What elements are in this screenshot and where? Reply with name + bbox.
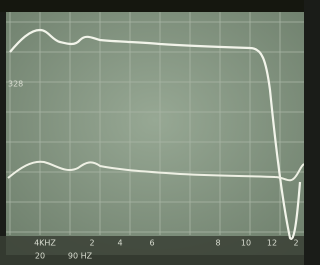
bottom-label: 90 HZ (68, 252, 93, 261)
x-label: 8 (215, 239, 220, 248)
page: {"screen": {"left_marker": "328", "x_lab… (0, 0, 304, 265)
scope-screen: 328 4KHZ 2 4 6 8 10 12 2 20 90 HZ (0, 0, 304, 265)
x-label: 12 (267, 239, 277, 248)
x-label: 6 (149, 239, 154, 248)
x-label: 2 (89, 239, 94, 248)
x-label: 2 (293, 239, 298, 248)
left-marker: 328 (8, 80, 23, 89)
bottom-label: 20 (35, 252, 45, 261)
top-bezel (0, 0, 304, 12)
x-label: 10 (241, 239, 251, 248)
display (6, 10, 304, 255)
x-label: 4KHZ (34, 239, 56, 248)
x-label: 4 (117, 239, 122, 248)
